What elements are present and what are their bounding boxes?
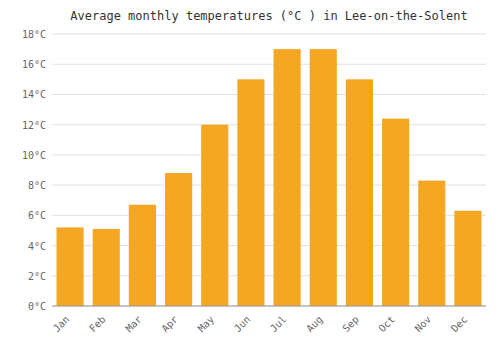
x-tick-label: Feb — [87, 314, 108, 335]
grid-line — [52, 34, 486, 35]
bar — [237, 79, 264, 306]
x-axis-line — [52, 306, 486, 307]
y-axis: 0°C 2°C 4°C 6°C 8°C 10°C 12°C 14°C 16°C 18°C — [22, 29, 46, 312]
bars — [57, 49, 482, 306]
bar — [346, 79, 373, 306]
bar — [382, 119, 409, 306]
chart-container: Average monthly temperatures (°C ) in Le… — [0, 0, 500, 350]
bar — [201, 125, 228, 306]
x-tick-label: Sep — [340, 314, 361, 335]
grid-line — [52, 64, 486, 65]
bar — [93, 229, 120, 306]
grid-line — [52, 154, 486, 155]
x-axis: Jan Feb Mar Apr May Jun Jul Aug Sep Oct Nov Dec — [51, 306, 486, 334]
chart-svg: Average monthly temperatures (°C ) in Le… — [0, 0, 500, 350]
x-tick-label: Jul — [268, 314, 289, 335]
x-tick-label: Mar — [123, 314, 144, 335]
y-tick-label: 12°C — [22, 120, 46, 131]
bar — [454, 211, 481, 306]
grid — [52, 34, 486, 306]
x-tick-label: Dec — [449, 314, 470, 335]
y-tick-label: 10°C — [22, 150, 46, 161]
grid-line — [52, 124, 486, 125]
y-tick-label: 16°C — [22, 59, 46, 70]
x-tick-label: Oct — [376, 314, 397, 335]
y-tick-label: 8°C — [28, 180, 46, 191]
x-tick-label: May — [196, 314, 217, 335]
title: Average monthly temperatures (°C ) in Le… — [70, 9, 467, 23]
x-tick-label: Nov — [413, 314, 434, 335]
bar — [129, 205, 156, 306]
x-tick-label: Jan — [51, 314, 72, 335]
bar — [165, 173, 192, 306]
y-tick-label: 6°C — [28, 210, 46, 221]
y-tick-label: 18°C — [22, 29, 46, 40]
grid-line — [52, 94, 486, 95]
y-tick-label: 4°C — [28, 241, 46, 252]
bar — [310, 49, 337, 306]
x-tick-label: Apr — [159, 314, 180, 335]
y-tick-label: 2°C — [28, 271, 46, 282]
bar — [418, 181, 445, 306]
bar — [274, 49, 301, 306]
y-tick-label: 0°C — [28, 301, 46, 312]
bar — [57, 227, 84, 306]
x-tick-label: Jun — [232, 314, 253, 335]
y-tick-label: 14°C — [22, 89, 46, 100]
x-tick-label: Aug — [304, 314, 325, 335]
grid-line — [52, 306, 486, 307]
